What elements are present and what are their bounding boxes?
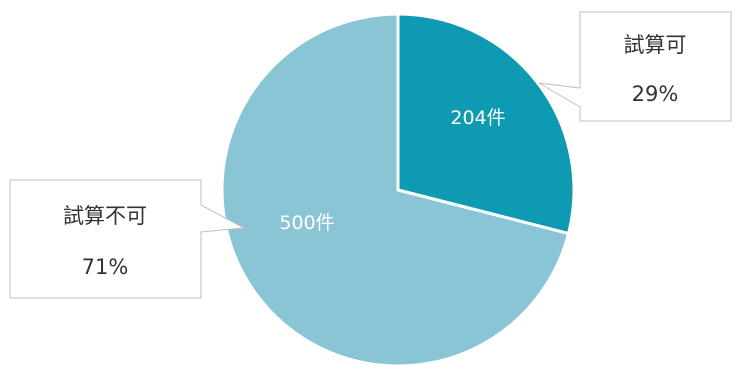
callout-box-fuka (9, 179, 246, 299)
pie-slices (220, 12, 576, 365)
slice-value-label-fuka: 500件 (279, 212, 334, 234)
callout-kasan: 試算可 29% (538, 11, 732, 122)
pie-slice-kasan (396, 12, 576, 236)
slice-value-labels: 204件 500件 (279, 107, 505, 234)
callout-percent-kasan: 29% (632, 82, 679, 106)
callout-name-fuka: 試算不可 (63, 204, 147, 228)
callout-box-kasan (538, 11, 732, 122)
slice-value-label-kasan: 204件 (450, 107, 505, 129)
callout-percent-fuka: 71% (82, 255, 129, 279)
callout-name-kasan: 試算可 (624, 33, 687, 57)
callout-fuka: 試算不可 71% (9, 179, 246, 299)
pie-slice-fuka (220, 12, 571, 365)
